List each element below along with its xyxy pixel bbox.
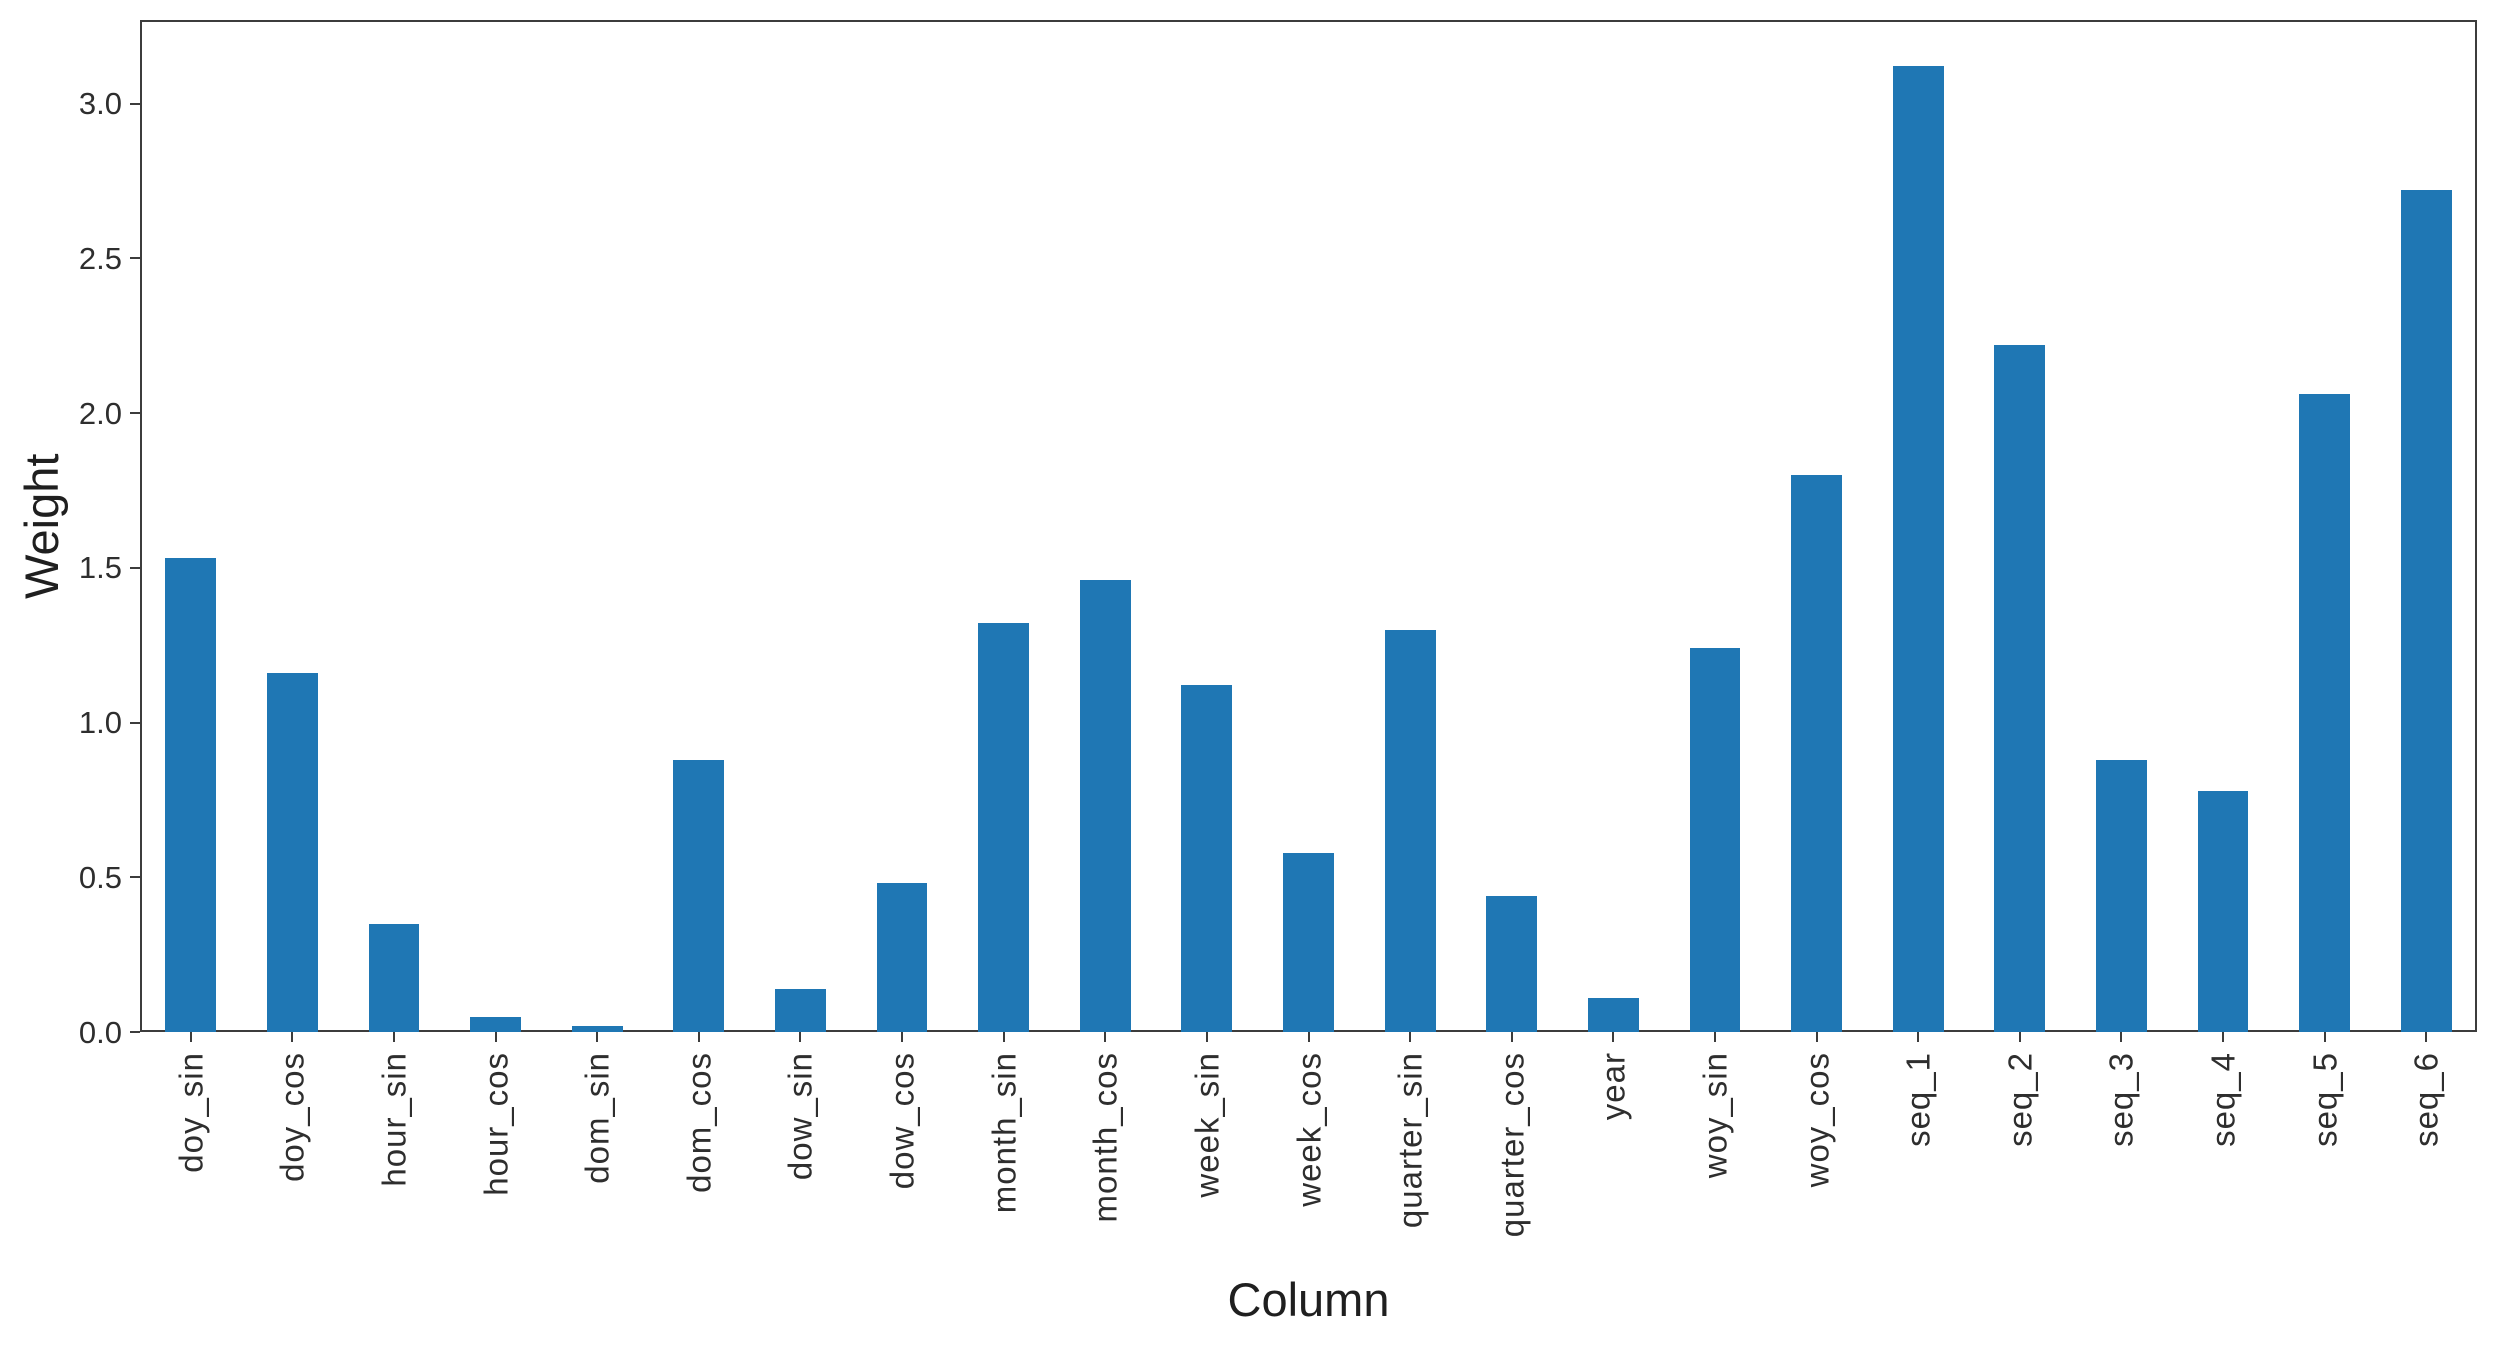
x-tick-mark-year	[1612, 1032, 1615, 1042]
x-tick-mark-quarter_sin	[1409, 1032, 1412, 1042]
y-tick-label-2.5: 2.5	[78, 240, 122, 276]
x-tick-mark-doy_cos	[291, 1032, 294, 1042]
x-tick-label-month_sin: month_sin	[985, 1052, 1023, 1214]
bar-seq_1	[1892, 66, 1944, 1032]
bar-seq_2	[1994, 344, 2046, 1032]
y-tick-mark-2.5	[130, 257, 140, 260]
bar-seq_5	[2299, 394, 2350, 1032]
bar-dom_cos	[673, 759, 725, 1032]
bar-woy_sin	[1689, 648, 1741, 1032]
y-tick-mark-1.5	[130, 566, 140, 569]
bar-month_cos	[1079, 580, 1131, 1032]
x-tick-label-dom_sin: dom_sin	[578, 1052, 616, 1184]
x-tick-label-seq_2: seq_2	[2001, 1052, 2039, 1147]
x-tick-label-doy_cos: doy_cos	[273, 1052, 311, 1182]
bar-seq_6	[2400, 190, 2452, 1032]
x-tick-label-seq_6: seq_6	[2407, 1052, 2445, 1147]
x-tick-mark-week_sin	[1205, 1032, 1208, 1042]
bar-woy_cos	[1791, 474, 1842, 1032]
x-tick-label-woy_sin: woy_sin	[1696, 1052, 1734, 1179]
bar-doy_sin	[165, 558, 217, 1032]
x-tick-mark-seq_2	[2018, 1032, 2021, 1042]
x-tick-label-seq_1: seq_1	[1899, 1052, 1937, 1147]
x-tick-mark-dom_cos	[697, 1032, 700, 1042]
y-tick-mark-0.0	[130, 1031, 140, 1033]
x-tick-mark-dow_cos	[901, 1032, 904, 1042]
x-tick-label-month_cos: month_cos	[1086, 1052, 1124, 1223]
bar-seq_3	[2095, 759, 2147, 1032]
x-tick-mark-seq_5	[2323, 1032, 2326, 1042]
x-tick-mark-hour_cos	[494, 1032, 497, 1042]
y-tick-label-1.0: 1.0	[78, 705, 122, 741]
x-tick-mark-seq_3	[2120, 1032, 2123, 1042]
x-axis-title: Column	[1227, 1273, 1390, 1326]
bar-week_cos	[1283, 852, 1334, 1032]
x-tick-mark-woy_cos	[1815, 1032, 1818, 1042]
bar-seq_4	[2197, 790, 2249, 1032]
y-tick-label-0.5: 0.5	[78, 859, 122, 895]
bar-dow_sin	[775, 988, 826, 1032]
bar-month_sin	[978, 623, 1030, 1032]
x-tick-mark-dom_sin	[596, 1032, 599, 1042]
y-tick-label-0.0: 0.0	[78, 1014, 122, 1050]
x-tick-label-quarter_sin: quarter_sin	[1391, 1052, 1429, 1229]
x-tick-label-dom_cos: dom_cos	[680, 1052, 718, 1193]
x-tick-label-quarter_cos: quarter_cos	[1493, 1052, 1531, 1238]
y-tick-label-2.0: 2.0	[78, 395, 122, 431]
x-tick-label-week_sin: week_sin	[1188, 1052, 1226, 1198]
x-tick-label-seq_3: seq_3	[2102, 1052, 2140, 1147]
bar-quarter_cos	[1486, 895, 1538, 1032]
bar-hour_cos	[470, 1016, 522, 1032]
bar-dom_sin	[571, 1025, 623, 1032]
x-tick-mark-seq_1	[1917, 1032, 1920, 1042]
x-tick-mark-hour_sin	[393, 1032, 396, 1042]
x-tick-mark-month_cos	[1104, 1032, 1107, 1042]
x-tick-mark-month_sin	[1002, 1032, 1005, 1042]
y-tick-label-3.0: 3.0	[78, 86, 122, 122]
x-tick-label-hour_cos: hour_cos	[477, 1052, 515, 1196]
x-tick-mark-woy_sin	[1713, 1032, 1716, 1042]
x-tick-mark-dow_sin	[799, 1032, 802, 1042]
bar-doy_cos	[267, 673, 318, 1032]
x-tick-mark-seq_4	[2221, 1032, 2224, 1042]
x-tick-label-seq_5: seq_5	[2306, 1052, 2344, 1147]
x-tick-mark-quarter_cos	[1510, 1032, 1513, 1042]
x-tick-label-woy_cos: woy_cos	[1798, 1052, 1836, 1188]
y-tick-label-1.5: 1.5	[78, 550, 122, 586]
bar-hour_sin	[368, 923, 420, 1032]
x-tick-label-doy_sin: doy_sin	[172, 1052, 210, 1173]
x-tick-label-dow_sin: dow_sin	[781, 1052, 819, 1181]
bar-week_sin	[1181, 685, 1233, 1032]
x-tick-mark-doy_sin	[189, 1032, 192, 1042]
x-tick-mark-week_cos	[1307, 1032, 1310, 1042]
y-tick-mark-2.0	[130, 412, 140, 415]
x-tick-label-hour_sin: hour_sin	[375, 1052, 413, 1187]
bar-year	[1587, 997, 1639, 1032]
x-tick-label-year: year	[1594, 1052, 1632, 1121]
bar-dow_cos	[876, 883, 928, 1032]
bar-quarter_sin	[1384, 629, 1436, 1032]
y-tick-mark-3.0	[130, 102, 140, 105]
x-tick-mark-seq_6	[2425, 1032, 2428, 1042]
x-tick-label-week_cos: week_cos	[1290, 1052, 1327, 1207]
x-tick-label-seq_4: seq_4	[2204, 1052, 2242, 1147]
y-tick-mark-1.0	[130, 721, 140, 724]
y-tick-mark-0.5	[130, 876, 140, 879]
x-tick-label-dow_cos: dow_cos	[883, 1052, 921, 1190]
